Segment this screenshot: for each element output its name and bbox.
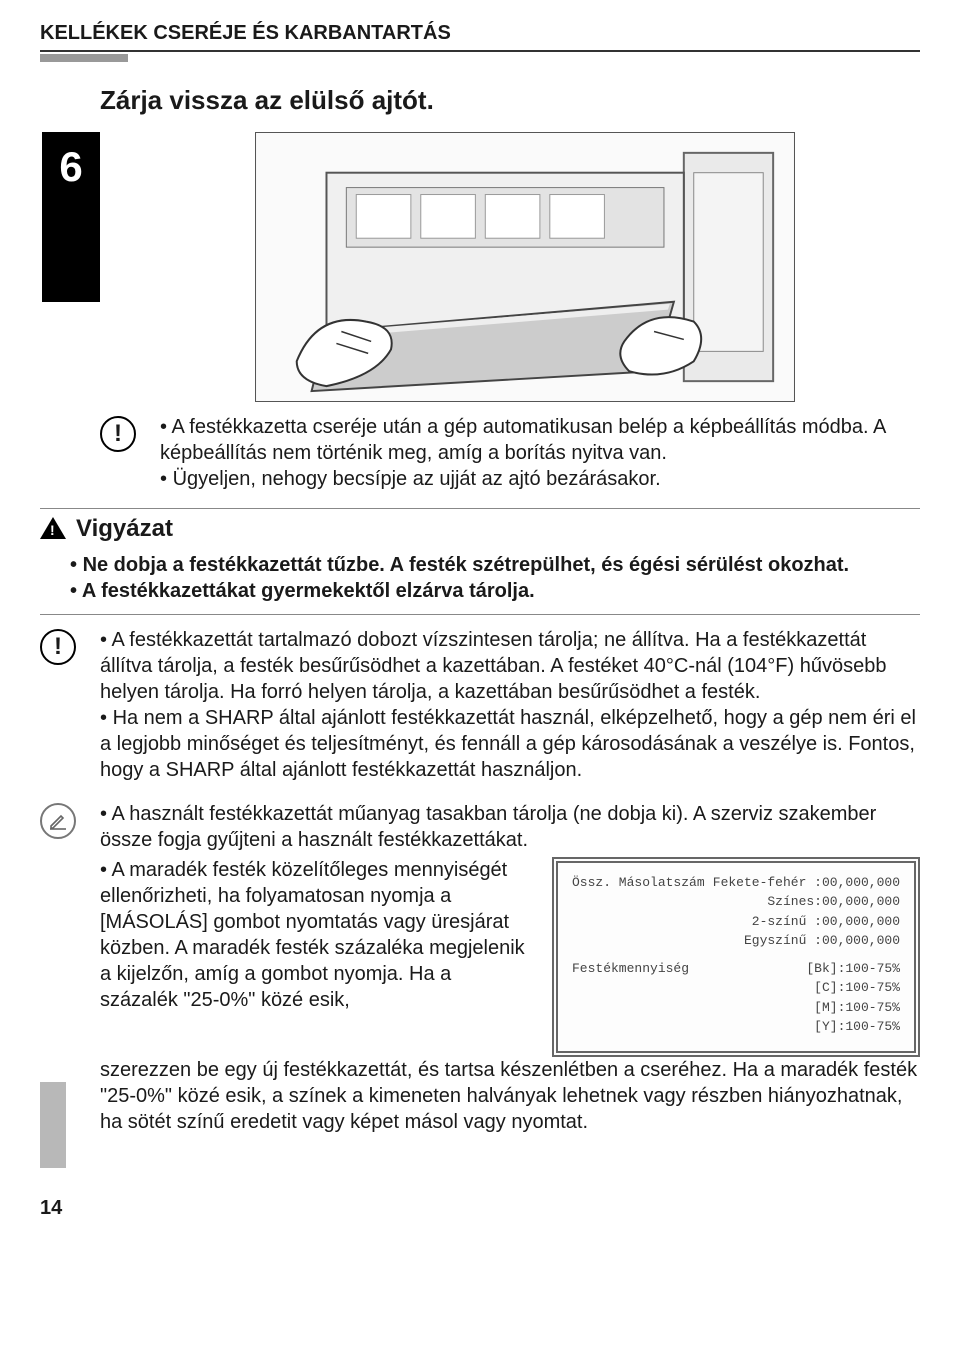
lcd-value: [M]:100-75% bbox=[572, 998, 900, 1018]
warn-item: A festékkazettát tartalmazó dobozt vízsz… bbox=[100, 627, 920, 705]
accent-bar bbox=[40, 54, 128, 62]
info-left-text: A maradék festék közelítőleges mennyiség… bbox=[100, 857, 530, 1013]
lcd-label: Össz. Másolatszám bbox=[572, 873, 705, 893]
step-number-value: 6 bbox=[59, 140, 82, 195]
warning-text-block: A festékkazettát tartalmazó dobozt vízsz… bbox=[100, 627, 920, 783]
lcd-value: [Y]:100-75% bbox=[572, 1017, 900, 1037]
section-header: KELLÉKEK CSERÉJE ÉS KARBANTARTÁS bbox=[40, 20, 920, 52]
caution-item: Ne dobja a festékkazettát tűzbe. A festé… bbox=[70, 552, 920, 578]
lcd-value: [C]:100-75% bbox=[572, 978, 900, 998]
info-lead: A használt festékkazettát műanyag tasakb… bbox=[100, 801, 920, 853]
warning-triangle-icon bbox=[40, 517, 66, 539]
note-item: Ügyeljen, nehogy becsípje az ujját az aj… bbox=[160, 466, 920, 492]
caution-box: Vigyázat Ne dobja a festékkazettát tűzbe… bbox=[40, 508, 920, 615]
lcd-label: Festékmennyiség bbox=[572, 959, 689, 979]
lcd-display-panel: Össz. Másolatszám Fekete-fehér :00,000,0… bbox=[552, 857, 920, 1057]
side-tab bbox=[40, 1082, 66, 1168]
pencil-note-icon bbox=[40, 803, 76, 839]
step-number: 6 bbox=[42, 132, 100, 302]
caution-label: Vigyázat bbox=[76, 513, 173, 544]
printer-close-door-illustration bbox=[255, 132, 795, 402]
lcd-value: Fekete-fehér :00,000,000 bbox=[713, 873, 900, 893]
lcd-value: Színes:00,000,000 bbox=[572, 892, 900, 912]
note-list-1: A festékkazetta cseréje után a gép autom… bbox=[160, 414, 920, 492]
page-number: 14 bbox=[40, 1195, 920, 1221]
warn-item: Ha nem a SHARP által ajánlott festékkaze… bbox=[100, 705, 920, 783]
lcd-value: 2-színű :00,000,000 bbox=[572, 912, 900, 932]
lcd-value: [Bk]:100-75% bbox=[806, 959, 900, 979]
lcd-value: Egyszínű :00,000,000 bbox=[572, 931, 900, 951]
exclamation-icon: ! bbox=[100, 416, 136, 452]
step-title: Zárja vissza az elülső ajtót. bbox=[100, 84, 920, 118]
note-item: A festékkazetta cseréje után a gép autom… bbox=[160, 414, 920, 466]
exclamation-icon: ! bbox=[40, 629, 76, 665]
info-tail-text: szerezzen be egy új festékkazettát, és t… bbox=[100, 1057, 920, 1135]
caution-item: A festékkazettákat gyermekektől elzárva … bbox=[70, 578, 920, 604]
